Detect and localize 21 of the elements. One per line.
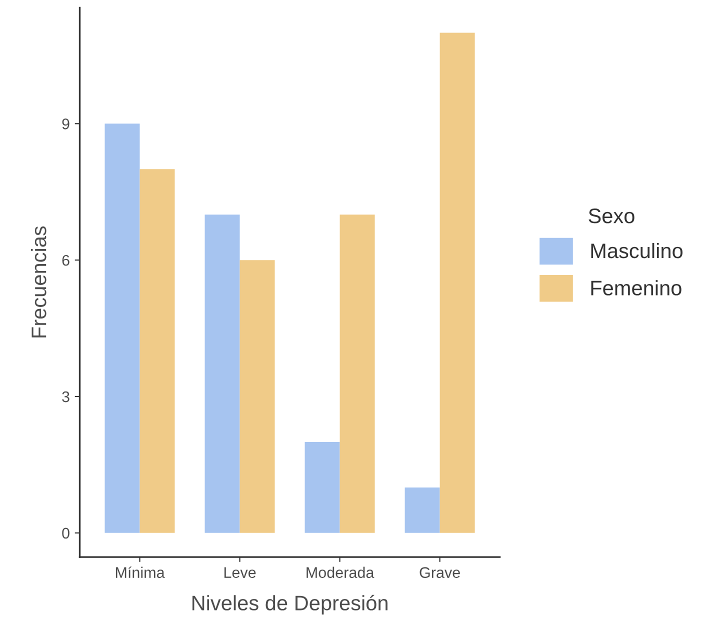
bar xyxy=(404,487,440,533)
y-tick-label: 0 xyxy=(62,528,70,539)
y-tick-label: 9 xyxy=(62,118,70,130)
bar xyxy=(104,124,140,533)
y-tick-label: 3 xyxy=(62,391,70,402)
legend-label: Masculino xyxy=(591,242,682,258)
y-axis-title: Frecuencias xyxy=(30,226,46,338)
legend-title: Sexo xyxy=(588,208,634,224)
x-tick-label: Moderada xyxy=(306,566,374,578)
bar xyxy=(340,214,375,533)
bar xyxy=(204,214,240,533)
bar xyxy=(304,442,340,533)
y-tick-label: 6 xyxy=(62,254,70,266)
x-tick-label: Grave xyxy=(420,567,460,578)
bar xyxy=(240,260,275,533)
x-tick-label: Leve xyxy=(224,567,256,578)
x-axis-title: Niveles de Depresión xyxy=(192,594,388,615)
bar xyxy=(140,169,175,533)
x-tick-label: Mínima xyxy=(116,566,165,578)
legend-label: Femenino xyxy=(591,280,682,296)
bar xyxy=(440,32,475,533)
